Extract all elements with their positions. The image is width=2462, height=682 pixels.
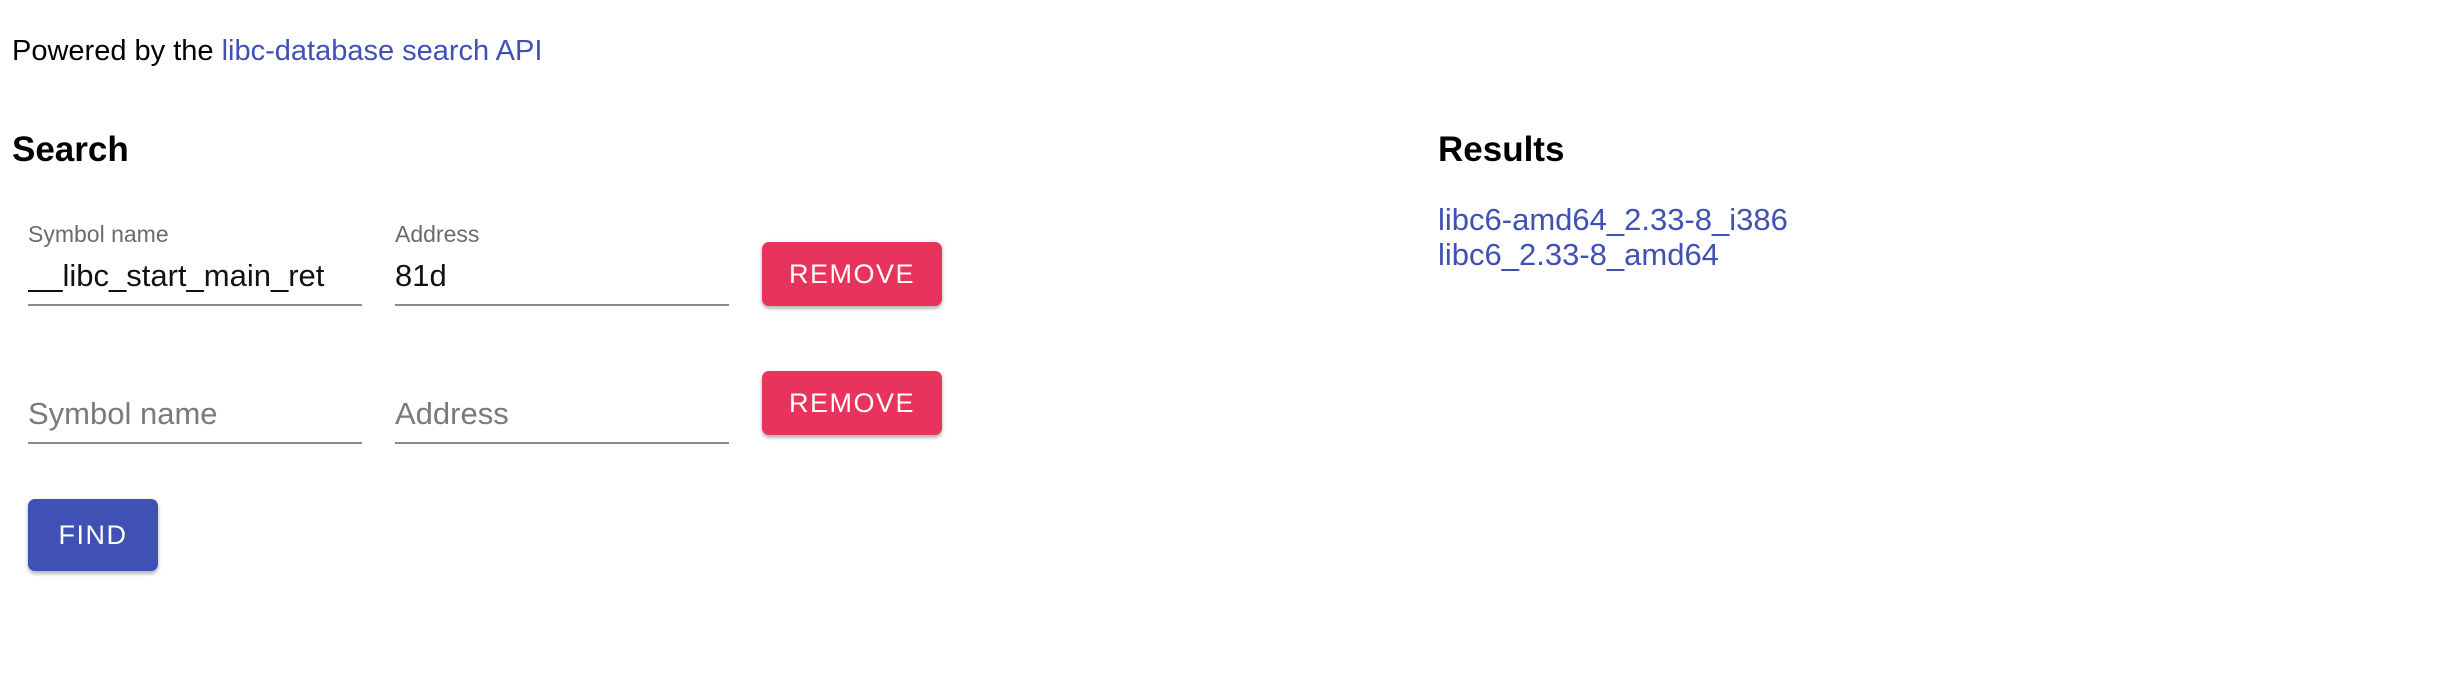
result-item: libc6-amd64_2.33-8_i386	[1438, 202, 1788, 237]
symbol-name-field-1[interactable]: Symbol name	[28, 220, 362, 306]
address-input-1[interactable]	[395, 256, 729, 296]
result-item: libc6_2.33-8_amd64	[1438, 237, 1788, 272]
remove-button-2[interactable]: Remove	[762, 371, 942, 435]
symbol-name-label-1: Symbol name	[28, 221, 169, 247]
remove-button-1[interactable]: Remove	[762, 242, 942, 306]
powered-by-text: Powered by the	[12, 35, 222, 67]
symbol-name-input-1[interactable]	[28, 256, 362, 296]
address-input-2[interactable]	[395, 394, 729, 434]
symbol-name-field-2[interactable]	[28, 358, 362, 444]
result-link-2[interactable]: libc6_2.33-8_amd64	[1438, 237, 1719, 272]
address-field-1[interactable]: Address	[395, 220, 729, 306]
address-field-2[interactable]	[395, 358, 729, 444]
libc-database-api-link[interactable]: libc-database search API	[221, 35, 543, 67]
results-list: libc6-amd64_2.33-8_i386 libc6_2.33-8_amd…	[1438, 202, 1788, 272]
address-label-1: Address	[395, 221, 480, 247]
result-link-1[interactable]: libc6-amd64_2.33-8_i386	[1438, 202, 1788, 237]
symbol-name-input-2[interactable]	[28, 394, 362, 434]
find-button[interactable]: Find	[28, 499, 158, 571]
powered-by-line: Powered by the libc-database search API	[12, 32, 542, 70]
results-heading: Results	[1438, 130, 1565, 169]
search-heading: Search	[12, 130, 129, 169]
